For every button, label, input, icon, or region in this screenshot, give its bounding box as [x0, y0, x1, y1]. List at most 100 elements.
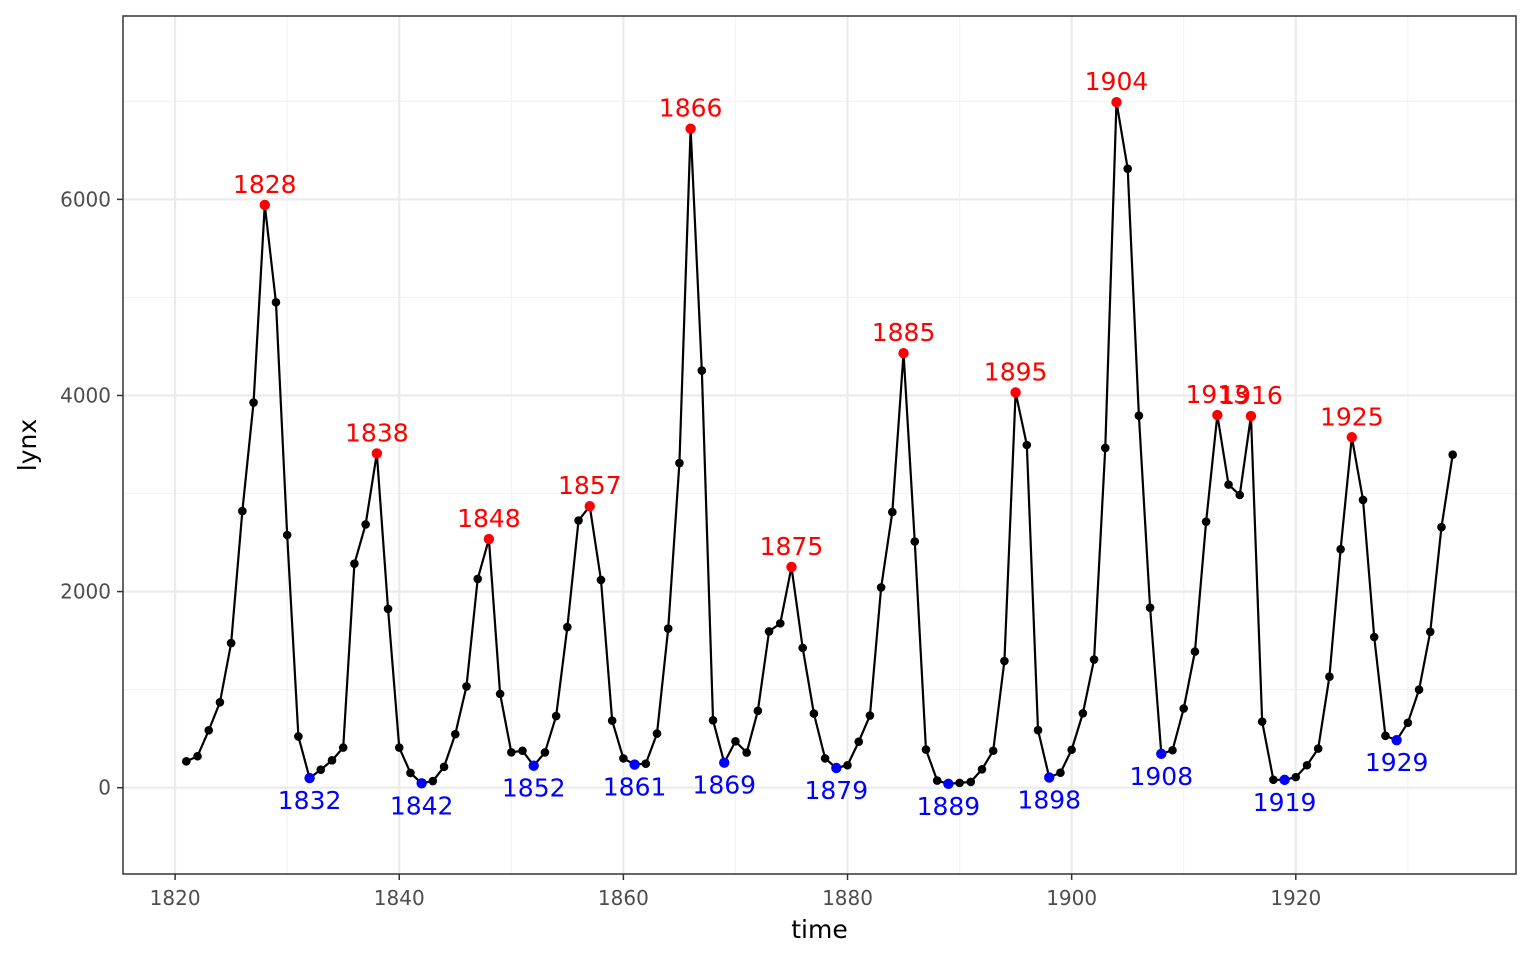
x-tick-label: 1900	[1046, 886, 1097, 910]
data-point	[753, 706, 763, 716]
trough-point	[831, 762, 842, 774]
data-point	[1224, 480, 1233, 489]
data-point	[450, 729, 460, 739]
trough-point	[1044, 772, 1055, 783]
data-point	[1369, 632, 1379, 642]
data-point	[876, 583, 886, 592]
trough-point	[629, 759, 640, 770]
peak-point	[1346, 432, 1358, 443]
trough-label: 1898	[1017, 785, 1081, 814]
x-axis-title: time	[791, 915, 847, 944]
data-point	[921, 745, 931, 754]
data-point	[182, 757, 191, 766]
data-point	[1414, 685, 1424, 694]
data-point	[596, 575, 606, 585]
data-point	[1425, 627, 1435, 637]
data-point	[439, 762, 449, 772]
data-point	[1403, 718, 1413, 728]
data-point	[988, 746, 998, 756]
data-point	[350, 559, 359, 568]
label-layer: 1828 1838 1848 1857 1866 1875 1885 1895 1904 1913…	[233, 67, 1429, 821]
trough-label: 1889	[917, 792, 981, 821]
data-point	[338, 743, 348, 752]
point-layer	[182, 96, 1457, 790]
trough-point	[304, 772, 315, 784]
data-point	[563, 622, 572, 632]
data-point	[215, 698, 225, 707]
trough-label: 1879	[804, 776, 868, 805]
data-point	[1336, 544, 1345, 554]
peak-point	[483, 533, 495, 545]
data-point	[1078, 709, 1088, 718]
data-point	[607, 716, 617, 725]
trough-label: 1842	[390, 791, 454, 820]
data-point	[663, 624, 673, 633]
peak-point	[1010, 387, 1021, 398]
data-point	[775, 619, 785, 628]
peak-point	[898, 348, 909, 359]
data-point	[619, 754, 628, 763]
data-point	[843, 760, 852, 770]
peak-label: 1838	[345, 418, 409, 447]
trough-label: 1919	[1253, 788, 1317, 817]
data-point	[1235, 490, 1245, 500]
data-point	[518, 746, 527, 756]
data-point	[507, 748, 516, 757]
data-point	[226, 638, 236, 648]
data-point	[238, 506, 247, 516]
trough-point	[1391, 734, 1402, 746]
data-point	[271, 298, 281, 307]
data-point	[641, 759, 651, 768]
data-point	[1448, 450, 1457, 460]
series-layer	[185, 101, 1454, 785]
data-point	[193, 751, 202, 761]
data-point	[1257, 717, 1267, 726]
peak-point	[1111, 96, 1122, 108]
data-point	[1123, 164, 1132, 173]
peak-label: 1904	[1085, 67, 1149, 96]
data-point	[865, 711, 875, 720]
data-point	[1145, 603, 1155, 612]
major-gridlines	[123, 16, 1516, 874]
data-point	[1022, 440, 1032, 450]
y-axis-title: lynx	[13, 419, 42, 471]
data-point	[1269, 775, 1278, 785]
peak-label: 1895	[984, 357, 1048, 386]
x-tick-label: 1840	[374, 886, 425, 910]
data-point	[204, 726, 214, 735]
peak-point	[259, 199, 270, 211]
peak-label: 1925	[1320, 402, 1384, 431]
data-point	[888, 507, 897, 517]
data-point	[731, 737, 740, 746]
y-tick-label: 4000	[60, 383, 111, 407]
data-point	[361, 520, 370, 529]
y-tick-label: 0	[98, 776, 111, 800]
data-point	[966, 777, 976, 787]
x-tick-label: 1920	[1270, 886, 1321, 910]
data-point	[1358, 495, 1368, 505]
data-point	[708, 716, 718, 725]
trough-point	[719, 757, 730, 768]
data-point	[406, 768, 415, 778]
data-point	[1313, 744, 1323, 753]
trough-point	[1156, 748, 1167, 760]
data-point	[551, 711, 561, 721]
series-line	[185, 101, 1454, 785]
peak-point	[786, 561, 797, 573]
data-point	[1089, 655, 1099, 664]
data-point	[383, 604, 393, 614]
peak-label: 1828	[233, 170, 297, 199]
data-point	[1134, 411, 1144, 420]
data-point	[428, 776, 438, 786]
data-point	[540, 748, 550, 757]
trough-label: 1861	[603, 773, 667, 802]
data-point	[1179, 704, 1189, 713]
data-point	[1100, 443, 1110, 453]
x-tick-label: 1820	[150, 886, 201, 910]
data-point	[1056, 768, 1065, 778]
data-point	[1201, 517, 1211, 526]
data-point	[764, 627, 774, 636]
x-tick-label: 1860	[598, 886, 649, 910]
peak-point	[1212, 409, 1223, 421]
